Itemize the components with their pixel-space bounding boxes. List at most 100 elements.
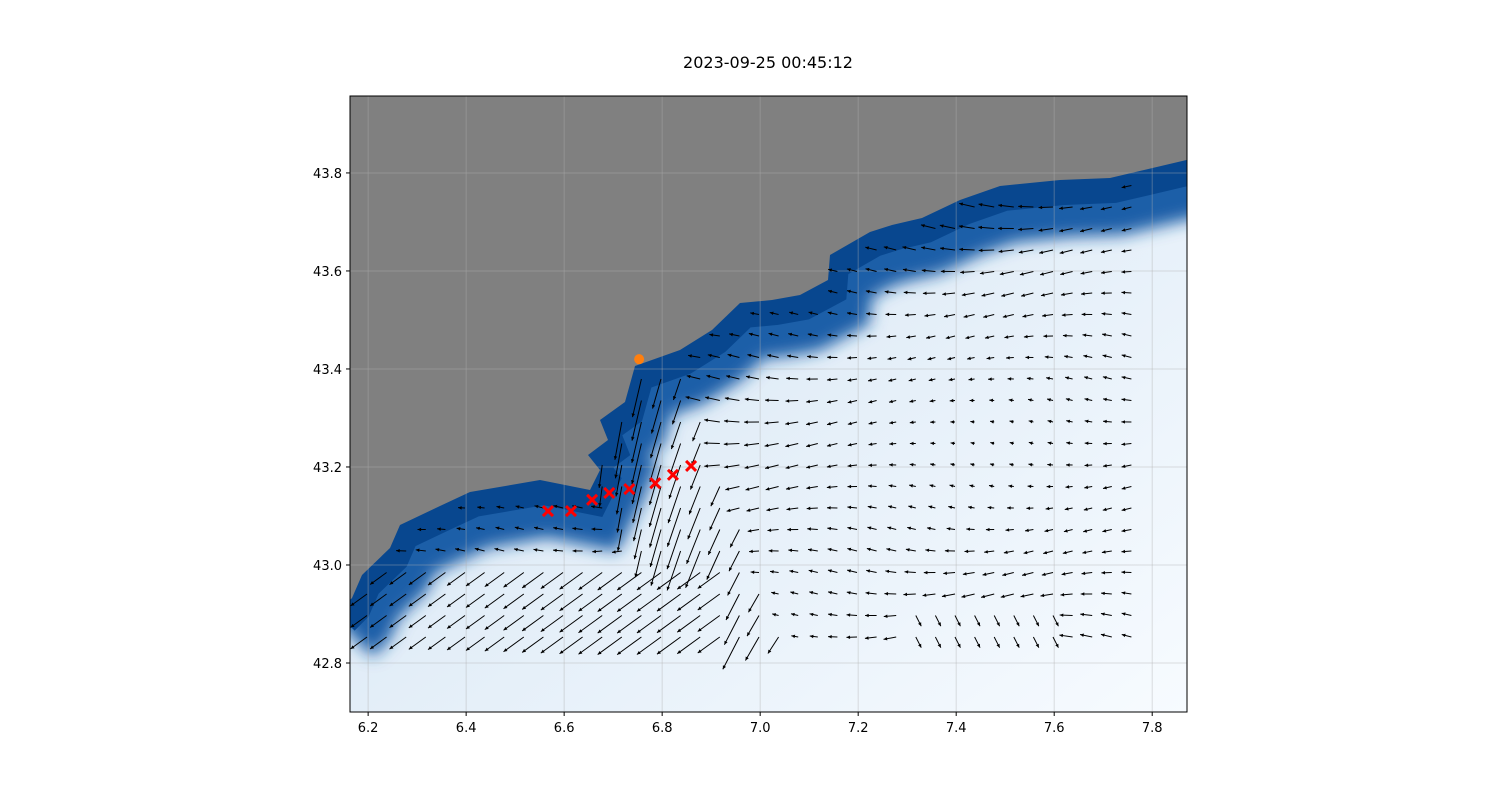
current-arrow <box>1061 313 1073 317</box>
current-arrow <box>1121 290 1132 295</box>
current-arrow <box>1064 354 1073 359</box>
current-arrow <box>631 400 642 441</box>
current-arrow <box>350 636 368 650</box>
current-arrow <box>632 507 642 542</box>
current-arrow <box>904 313 916 317</box>
current-arrow <box>1081 571 1093 576</box>
current-arrow <box>1059 228 1073 233</box>
current-arrow <box>884 267 897 272</box>
current-arrow <box>559 636 583 655</box>
current-arrow <box>446 615 466 629</box>
current-arrow <box>744 464 760 470</box>
current-arrow <box>970 420 975 424</box>
current-arrow <box>904 570 916 574</box>
current-arrow <box>396 548 407 553</box>
current-arrow <box>915 615 922 627</box>
current-arrow <box>924 313 936 318</box>
current-arrow <box>597 636 623 655</box>
current-arrow <box>1040 292 1054 297</box>
current-arrow <box>1018 249 1034 254</box>
current-vectors <box>350 185 1132 670</box>
current-arrow <box>885 569 897 574</box>
current-arrow <box>1121 464 1132 468</box>
station-x-marker <box>586 493 599 506</box>
current-arrow <box>1043 334 1054 338</box>
current-arrow <box>921 268 936 273</box>
current-arrow <box>553 504 564 509</box>
current-arrow <box>692 421 701 442</box>
station-x-marker <box>541 505 555 518</box>
current-arrow <box>748 332 760 337</box>
current-arrow <box>1102 397 1112 402</box>
current-arrow <box>940 269 956 274</box>
current-arrow <box>950 420 956 424</box>
current-arrow <box>649 421 662 459</box>
current-arrow <box>633 529 642 560</box>
current-arrow <box>868 421 877 425</box>
current-arrow <box>503 615 525 631</box>
current-arrow <box>998 203 1014 208</box>
current-arrow <box>930 462 936 467</box>
current-arrow <box>889 420 897 425</box>
current-arrow <box>946 527 956 531</box>
current-arrow <box>540 636 564 654</box>
current-arrow <box>631 464 642 504</box>
current-arrow <box>672 400 682 425</box>
current-arrow <box>1059 613 1073 617</box>
current-arrow <box>807 355 818 359</box>
x-tick-label: 7.6 <box>1044 721 1065 736</box>
current-arrow <box>963 314 975 318</box>
current-arrow <box>939 246 956 251</box>
current-arrow <box>1121 612 1132 616</box>
y-axis: 42.8 43.0 43.2 43.4 43.6 43.8 <box>313 167 350 672</box>
current-arrow <box>808 311 818 315</box>
current-arrow <box>1062 550 1073 555</box>
current-arrow <box>907 526 916 530</box>
current-arrow <box>998 226 1014 231</box>
current-arrow <box>888 378 897 382</box>
current-arrow <box>552 548 564 553</box>
current-arrow <box>1028 420 1034 424</box>
current-arrow <box>808 569 818 573</box>
current-arrow <box>922 593 936 597</box>
current-arrow <box>631 443 642 485</box>
current-arrow <box>670 421 682 450</box>
current-arrow <box>866 569 877 573</box>
current-arrow <box>636 593 662 612</box>
current-arrow <box>954 636 961 648</box>
current-arrow <box>1121 591 1132 595</box>
current-arrow <box>1047 419 1054 424</box>
current-arrow <box>962 572 975 576</box>
current-arrow <box>989 463 995 467</box>
current-arrow <box>827 569 838 573</box>
current-arrow <box>369 615 387 628</box>
current-arrow <box>484 636 505 652</box>
current-arrow <box>1080 612 1093 617</box>
current-arrow <box>656 615 681 634</box>
current-arrow <box>553 526 564 531</box>
current-arrow <box>689 464 701 490</box>
current-arrow <box>1003 550 1014 554</box>
current-arrow <box>1007 506 1014 510</box>
current-arrow <box>1063 529 1073 533</box>
current-arrow <box>415 548 426 552</box>
current-arrow <box>771 591 779 595</box>
current-arrow <box>883 246 897 251</box>
current-arrow <box>806 486 818 490</box>
current-arrow <box>1080 271 1093 275</box>
current-arrow <box>614 443 623 479</box>
current-arrow <box>533 526 544 530</box>
current-arrow <box>676 615 701 633</box>
current-arrow <box>806 506 818 511</box>
current-arrow <box>1101 291 1112 295</box>
current-arrow <box>828 635 838 639</box>
current-arrow <box>389 615 407 629</box>
current-arrow <box>867 356 877 360</box>
current-arrow <box>934 636 942 648</box>
current-arrow <box>768 332 779 337</box>
current-arrow <box>597 464 603 488</box>
current-arrow <box>978 225 995 230</box>
current-arrow <box>427 615 446 629</box>
current-arrow <box>791 634 799 639</box>
current-arrow <box>765 376 779 380</box>
